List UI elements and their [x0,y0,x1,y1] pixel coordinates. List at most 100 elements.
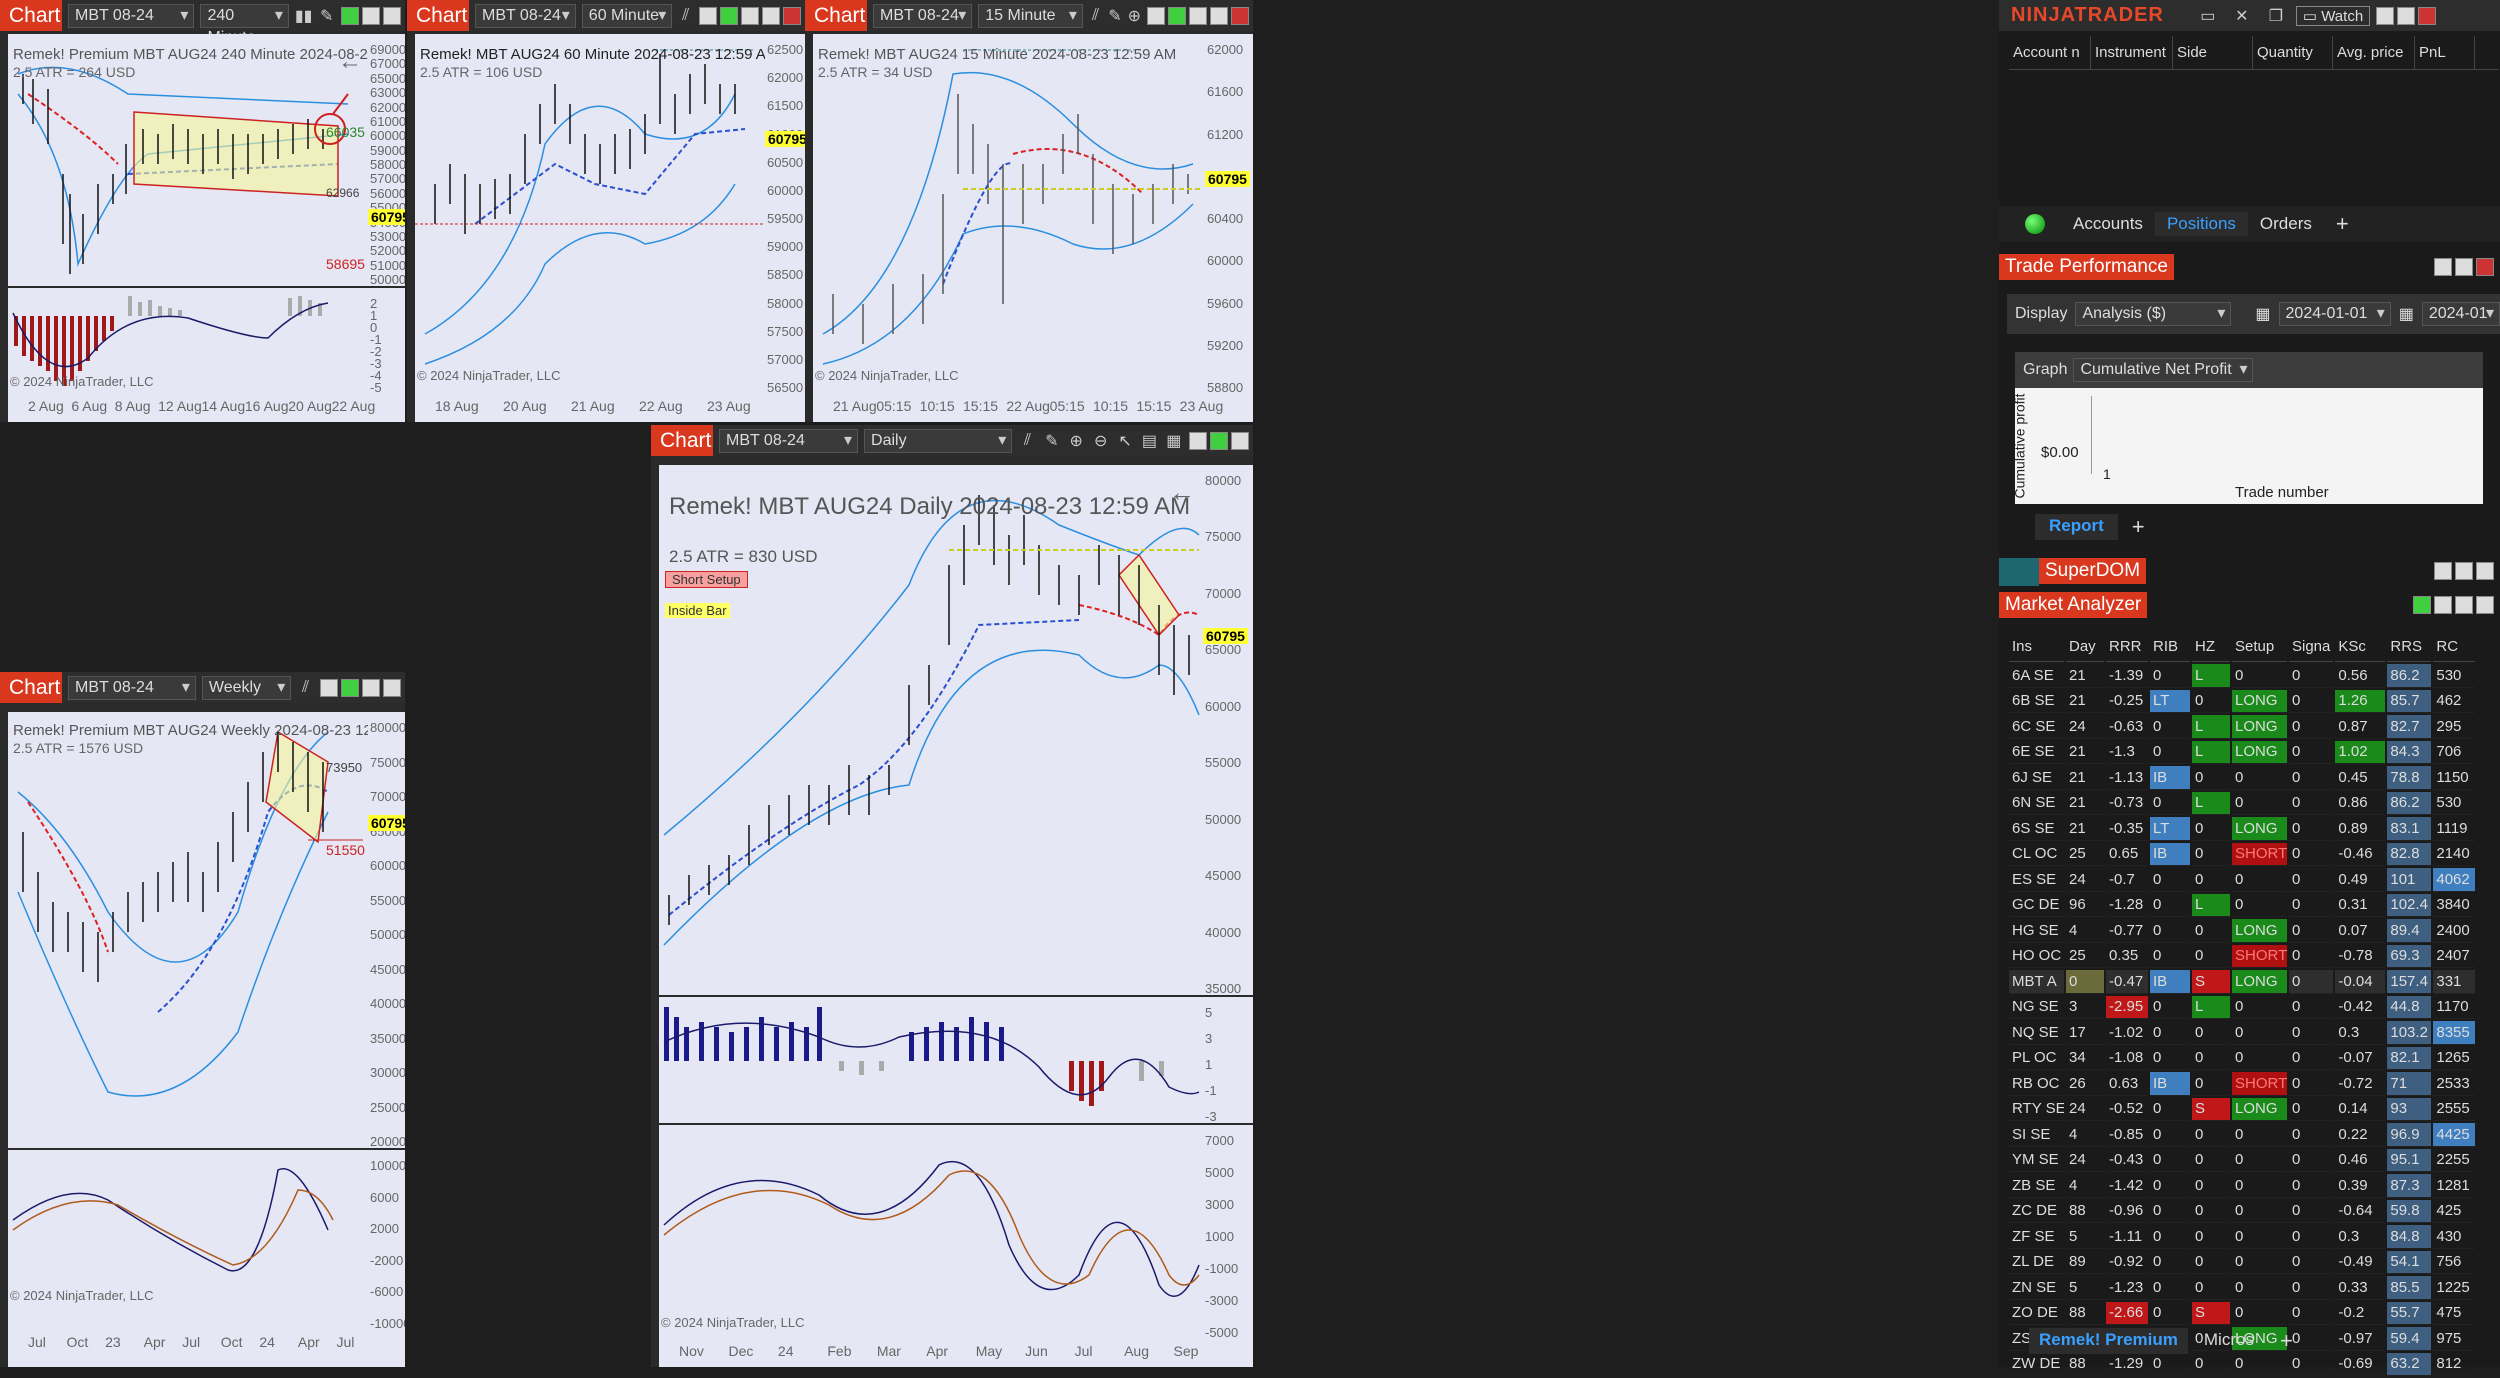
tools-icon[interactable]: ✕ [2235,7,2249,25]
drawing-tool-icon[interactable]: ✎ [1108,7,1122,25]
table-row[interactable]: ZF SE 5 -1.11 0 0 0 0 0.3 84.8 430 [2009,1225,2476,1249]
bar-type-icon[interactable]: ⫽ [1091,6,1100,24]
interval-selector[interactable]: 60 Minute [581,3,673,28]
column-header[interactable]: Quantity [2253,36,2333,69]
maximize-button[interactable] [2455,596,2473,614]
minimize-button[interactable] [2434,596,2452,614]
table-row[interactable]: ZB SE 4 -1.42 0 0 0 0 0.39 87.3 1281 [2009,1174,2476,1198]
column-header[interactable]: RRS [2387,632,2432,662]
table-row[interactable]: RB OC 26 0.63 IB 0 SHORT 0 -0.72 71 2533 [2009,1072,2476,1096]
bar-type-icon[interactable]: ⫽ [682,6,690,24]
templates-icon[interactable]: ▤ [1141,432,1157,450]
table-row[interactable]: CL OC 25 0.65 IB 0 SHORT 0 -0.46 82.8 2140 [2009,842,2476,866]
chart-tab[interactable]: Chart [805,0,867,31]
price-panel[interactable]: Remek! MBT AUG24 Daily 2024-08-23 12:59 … [659,465,1203,995]
column-header[interactable]: Signa [2289,632,2334,662]
bar-type-icon[interactable]: ⫽ [302,678,310,696]
maximize-button[interactable] [1210,6,1228,25]
to-date[interactable]: 2024-01 [2421,302,2500,326]
tab-positions[interactable]: Positions [2154,212,2248,236]
minimize-button[interactable] [2434,258,2452,276]
instrument-selector[interactable]: MBT 08-24 [475,3,576,28]
column-header[interactable]: RC [2433,632,2476,662]
maximize-button[interactable] [383,6,401,25]
graph-selector[interactable]: Cumulative Net Profit [2073,358,2254,382]
price-panel[interactable]: Remek! Premium MBT AUG24 Weekly 2024-08-… [8,712,368,1148]
instrument-selector[interactable]: MBT 08-24 [719,428,859,453]
maximize-button[interactable] [762,6,780,25]
from-date[interactable]: 2024-01-01 [2278,302,2391,326]
table-row[interactable]: 6N SE 21 -0.73 0 L 0 0 0.86 86.2 530 [2009,791,2476,815]
column-header[interactable]: Setup [2232,632,2287,662]
watch-button[interactable]: ▭ Watch [2295,5,2371,26]
table-row[interactable]: SI SE 4 -0.85 0 0 0 0 0.22 96.9 4425 [2009,1123,2476,1147]
link-button[interactable] [1189,431,1208,450]
tab-micros[interactable]: Micros [2203,1330,2254,1349]
maximize-button[interactable] [383,678,401,697]
column-header[interactable]: RIB [2150,632,2190,662]
bar-type-icon[interactable]: ▮▮ [294,7,313,25]
chart-tab[interactable]: Chart [651,425,713,456]
zoom-in-icon[interactable]: ⊕ [1069,432,1083,450]
maximize-button[interactable] [2455,562,2473,580]
column-header[interactable]: Side [2173,36,2253,69]
tab-report[interactable]: Report [2035,514,2118,540]
restore-button[interactable] [2476,562,2494,580]
table-row[interactable]: RTY SE 24 -0.52 0 S LONG 0 0.14 93 2555 [2009,1097,2476,1121]
link-button[interactable] [320,678,338,697]
link-button[interactable] [2413,596,2431,614]
price-panel[interactable]: Remek! Premium MBT AUG24 240 Minute 2024… [8,34,368,286]
close-button[interactable] [783,6,801,25]
tab-remek-premium[interactable]: Remek! Premium [2029,1328,2188,1354]
back-arrow-icon[interactable]: ← [1169,477,1195,507]
table-row[interactable]: 6B SE 21 -0.25 LT 0 LONG 0 1.26 85.7 462 [2009,689,2476,713]
table-row[interactable]: ZL DE 89 -0.92 0 0 0 0 -0.49 54.1 756 [2009,1250,2476,1274]
close-button[interactable] [2476,258,2494,276]
restore-button[interactable] [2476,596,2494,614]
oscillator-panel[interactable]: © 2024 NinjaTrader, LLC [8,1150,368,1330]
interval-selector[interactable]: 240 Minute [200,3,289,46]
link-button-green[interactable] [720,6,738,25]
oscillator-panel-1[interactable] [659,997,1203,1123]
pointer-icon[interactable]: ↖ [1118,432,1132,450]
chart-tab[interactable]: Chart [0,0,62,31]
link-button-green[interactable] [341,678,359,697]
minimize-button[interactable] [362,6,380,25]
chart-tab[interactable]: Chart [407,0,469,31]
drawing-tool-icon[interactable]: ✎ [320,7,334,25]
table-row[interactable]: NG SE 3 -2.95 0 L 0 0 -0.42 44.8 1170 [2009,995,2476,1019]
minimize-button[interactable] [2434,562,2452,580]
table-row[interactable]: YM SE 24 -0.43 0 0 0 0 0.46 95.1 2255 [2009,1148,2476,1172]
table-row[interactable]: GC DE 96 -1.28 0 L 0 0 0.31 102.4 3840 [2009,893,2476,917]
column-header[interactable]: PnL [2415,36,2475,69]
link-button[interactable] [341,6,359,25]
table-row[interactable]: 6C SE 24 -0.63 0 L LONG 0 0.87 82.7 295 [2009,715,2476,739]
tab-add[interactable]: + [2335,211,2349,236]
minimize-button[interactable] [1189,6,1207,25]
close-button[interactable] [1231,6,1249,25]
table-row[interactable]: 6A SE 21 -1.39 0 L 0 0 0.56 86.2 530 [2009,664,2476,688]
table-row[interactable]: PL OC 34 -1.08 0 0 0 0 -0.07 82.1 1265 [2009,1046,2476,1070]
link-button-green[interactable] [1168,6,1186,25]
camera-icon[interactable]: ▭ [2200,7,2216,25]
interval-selector[interactable]: Weekly [201,675,292,700]
tab-add[interactable]: + [2131,514,2145,539]
market-analyzer-grid[interactable]: Ins Day RRR RIB HZ Setup Signa KSc RRS RC 6A SE 21… [2007,630,2500,1378]
zoom-out-icon[interactable]: ⊖ [1093,432,1108,450]
table-row[interactable]: ZW DE 88 -1.29 0 0 0 0 -0.69 63.2 812 [2009,1352,2476,1376]
tab-orders[interactable]: Orders [2259,214,2312,233]
column-header[interactable]: KSc [2335,632,2386,662]
table-row[interactable]: ZN SE 5 -1.23 0 0 0 0 0.33 85.5 1225 [2009,1276,2476,1300]
close-button[interactable] [2418,6,2437,25]
column-header[interactable]: HZ [2192,632,2230,662]
table-row[interactable]: ZC DE 88 -0.96 0 0 0 0 -0.64 59.8 425 [2009,1199,2476,1223]
table-row[interactable]: 6S SE 21 -0.35 LT 0 LONG 0 0.89 83.1 1119 [2009,817,2476,841]
column-header[interactable]: Avg. price [2333,36,2415,69]
table-row[interactable]: HO OC 25 0.35 0 0 SHORT 0 -0.78 69.3 2407 [2009,944,2476,968]
maximize-button[interactable] [2455,258,2473,276]
superdom-title[interactable]: SuperDOM [2039,558,2147,584]
zoom-icon[interactable]: ⊕ [1127,7,1141,25]
back-arrow-icon[interactable]: ← [338,48,362,75]
column-header[interactable]: Ins [2009,632,2064,662]
table-row[interactable]: 6E SE 21 -1.3 0 L LONG 0 1.02 84.3 706 [2009,740,2476,764]
